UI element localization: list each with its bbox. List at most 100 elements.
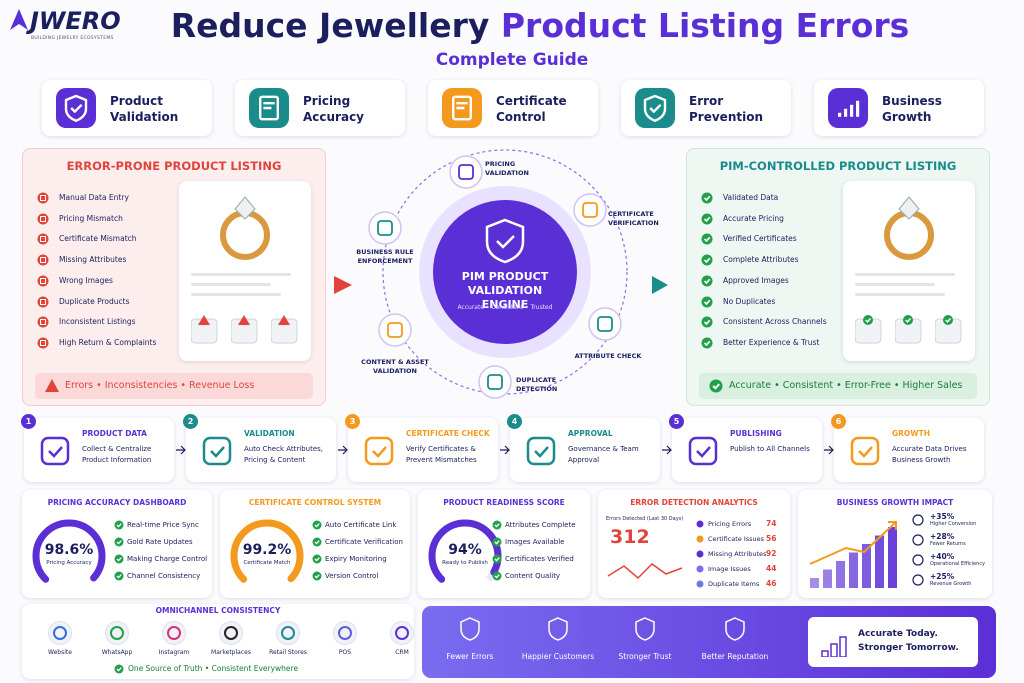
gauge-item: Images Available — [505, 538, 565, 546]
channel-label: Retail Stores — [269, 649, 307, 656]
gauge-item: Gold Rate Updates — [127, 538, 193, 546]
bar-glyph — [850, 104, 854, 117]
stage-node — [478, 365, 512, 399]
stage-label: CONTENT & ASSET VALIDATION — [361, 358, 429, 375]
channel-bg — [390, 621, 414, 645]
gauge — [32, 519, 106, 593]
gauge-item: Expiry Monitoring — [325, 555, 387, 563]
check-badge — [114, 571, 124, 581]
channel-label: POS — [338, 649, 352, 656]
growth-bar — [888, 527, 897, 588]
bad-glyph — [40, 277, 46, 284]
stage-label: PRICING VALIDATION — [485, 160, 529, 177]
stage-glyph — [458, 164, 474, 180]
attr-thumb — [895, 315, 922, 344]
workflow-card: 4 APPROVAL Governance & Team Approval — [507, 414, 660, 482]
item-check — [114, 520, 124, 530]
shield — [64, 94, 88, 122]
item-check — [114, 537, 124, 547]
channel-bg — [219, 621, 243, 645]
title-highlight: Product Listing Errors — [500, 6, 910, 45]
step-icon — [850, 436, 880, 466]
arrow — [662, 445, 672, 455]
bad-glyph — [40, 339, 46, 346]
stage-label: CERTIFICATE VERIFICATION — [608, 210, 659, 227]
metric-value: +40% — [930, 552, 955, 561]
item-label: Missing Attributes — [59, 255, 127, 265]
benefit-icon — [635, 617, 655, 641]
item-label: Validated Data — [723, 193, 779, 202]
omnichannel-card: OMNICHANNEL CONSISTENCY Website WhatsApp In… — [22, 604, 414, 679]
bad-dot — [37, 213, 49, 225]
arrow-in — [334, 276, 352, 294]
item-label: Consistent Across Channels — [723, 317, 827, 327]
check-mark — [494, 557, 500, 562]
step-icon — [40, 436, 70, 466]
gauge-caption: Ready to Publish — [442, 560, 488, 566]
ring-image — [884, 196, 934, 260]
icon — [56, 88, 96, 128]
stage-glyph — [387, 322, 403, 338]
metric-value: +28% — [930, 532, 955, 541]
channel-label: Website — [48, 649, 72, 656]
check-mark — [703, 216, 711, 222]
bad-dot — [37, 233, 49, 245]
item-icon — [701, 233, 713, 245]
metric-icon — [912, 514, 924, 526]
item-label: Inconsistent Listings — [59, 317, 136, 327]
step-badge: 3 — [345, 414, 360, 429]
benefit-label: Better Reputation — [701, 652, 769, 661]
metric-label: Fewer Returns — [930, 541, 966, 547]
logo-mark — [10, 9, 28, 30]
item-icon — [701, 254, 713, 266]
growth-bar — [849, 552, 858, 588]
placeholder-lines — [855, 273, 955, 296]
check-badge — [709, 379, 723, 393]
item-label: Approved Images — [723, 275, 789, 285]
analytics-count: 44 — [766, 564, 777, 573]
check-mark — [865, 317, 872, 323]
check-badge — [312, 571, 322, 581]
omni-title: OMNICHANNEL CONSISTENCY — [155, 606, 281, 615]
check-mark — [116, 540, 122, 545]
check-badge — [701, 233, 713, 245]
item-check — [312, 571, 322, 581]
dot — [696, 580, 704, 588]
item-icon — [701, 296, 713, 307]
tick — [649, 103, 662, 113]
benefit-glyph — [725, 617, 745, 641]
item-label: Pricing Mismatch — [59, 213, 123, 223]
item-icon — [701, 316, 713, 328]
step-text: Verify Certificates & Prevent Mismatches — [406, 445, 477, 464]
step-title: APPROVAL — [568, 429, 613, 438]
analytics-item: Certificate Issues — [708, 535, 765, 543]
channel-label: Marketplaces — [211, 649, 251, 656]
channel-glyph — [281, 626, 295, 640]
pillar-label: Pricing Accuracy — [303, 94, 365, 124]
benefit-glyph — [548, 617, 568, 641]
arrow — [824, 445, 834, 455]
channel-icon — [219, 621, 243, 645]
channel-bg — [333, 621, 357, 645]
step-badge: 6 — [831, 414, 846, 429]
step-glyph — [202, 436, 232, 466]
check-mark — [945, 317, 952, 323]
channel-bg — [276, 621, 300, 645]
panel-footer: Accurate • Consistent • Error-Free • Hig… — [699, 373, 977, 399]
attr-thumb — [855, 315, 882, 344]
engine-core — [433, 200, 577, 344]
stage-node — [449, 155, 483, 189]
check-badge — [312, 554, 322, 564]
check-badge — [492, 520, 502, 530]
check-badge — [701, 254, 713, 266]
check-mark — [116, 523, 122, 528]
channel-icon — [105, 621, 129, 645]
channel-icon — [162, 621, 186, 645]
callout-bar — [839, 636, 847, 657]
analytics-item: Pricing Errors — [708, 520, 752, 528]
check-mark — [712, 383, 720, 390]
gauge-card: PRODUCT READINESS SCORE 94% Ready to Publi… — [418, 490, 590, 598]
gauge-item: Channel Consistency — [127, 572, 201, 580]
item-check — [492, 537, 502, 547]
item-icon — [701, 275, 713, 287]
